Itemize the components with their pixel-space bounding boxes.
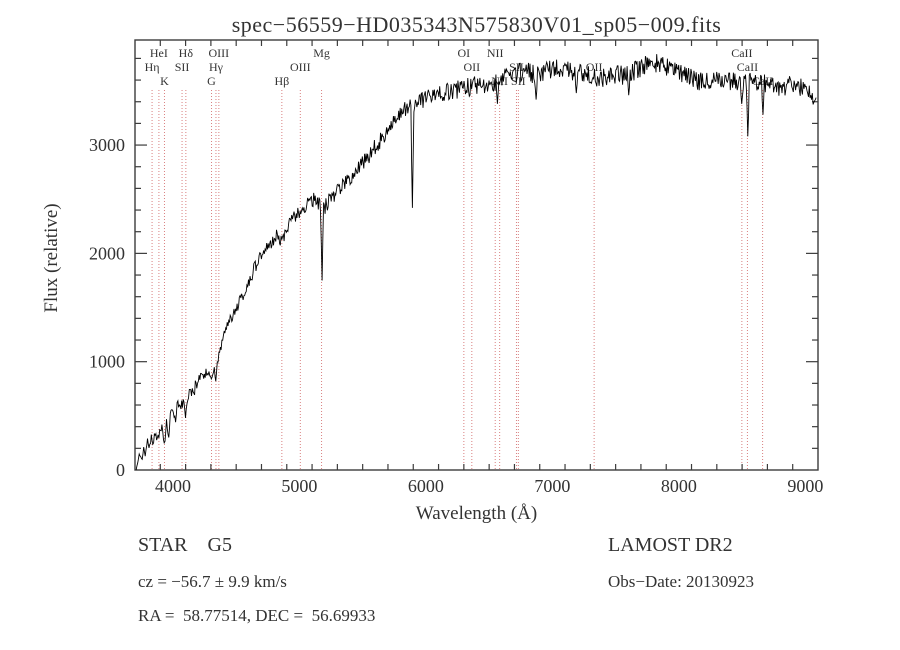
spectral-line-label: NII xyxy=(487,46,504,60)
spectral-line-label: Hβ xyxy=(274,74,289,88)
plot-title: spec−56559−HD035343N575830V01_sp05−009.f… xyxy=(231,12,722,37)
x-tick-label: 8000 xyxy=(661,476,697,496)
x-tick-label: 9000 xyxy=(787,476,823,496)
spectral-line-label: CaII xyxy=(752,74,773,88)
spectral-line-label: OII xyxy=(586,60,603,74)
y-tick-label: 0 xyxy=(116,460,125,480)
y-tick-label: 2000 xyxy=(89,243,125,263)
x-tick-label: 7000 xyxy=(534,476,570,496)
y-tick-label: 1000 xyxy=(89,352,125,372)
spectral-line-label: SII xyxy=(509,60,524,74)
spectral-line-label: OIII xyxy=(209,46,230,60)
y-axis-label: Flux (relative) xyxy=(41,203,62,313)
spectral-line-label: CaII xyxy=(737,60,758,74)
survey-label: LAMOST DR2 xyxy=(608,534,733,556)
x-tick-label: 6000 xyxy=(408,476,444,496)
spectral-line-label: Hη xyxy=(145,60,160,74)
x-tick-label: 4000 xyxy=(155,476,191,496)
spectral-line-label: OII xyxy=(463,60,480,74)
spectrum-trace xyxy=(135,54,817,471)
obs-date-value: Obs−Date: 20130923 xyxy=(608,572,755,591)
spectral-line-label: G xyxy=(207,74,216,88)
spectral-line-label: SII xyxy=(175,60,190,74)
spectral-line-label: Mg xyxy=(313,46,330,60)
spectral-line-label: Hγ xyxy=(209,60,224,74)
spectral-line-label: OI xyxy=(458,46,471,60)
x-axis-label: Wavelength (Å) xyxy=(415,503,538,524)
cz-value: cz = −56.7 ± 9.9 km/s xyxy=(138,572,287,591)
y-tick-label: 3000 xyxy=(89,135,125,155)
spectral-line-label: Hδ xyxy=(179,46,194,60)
plot-frame xyxy=(134,39,819,471)
spectral-line-label: CaII xyxy=(731,46,752,60)
object-class-label: STAR G5 xyxy=(138,534,232,556)
spectral-line-label: K xyxy=(160,74,169,88)
x-tick-label: 5000 xyxy=(281,476,317,496)
spectral-line-label: OIII xyxy=(290,60,311,74)
coords-value: RA = 58.77514, DEC = 56.69933 xyxy=(138,606,376,625)
spectral-line-label: SII xyxy=(511,74,526,88)
spectral-line-label: HeI xyxy=(150,46,168,60)
